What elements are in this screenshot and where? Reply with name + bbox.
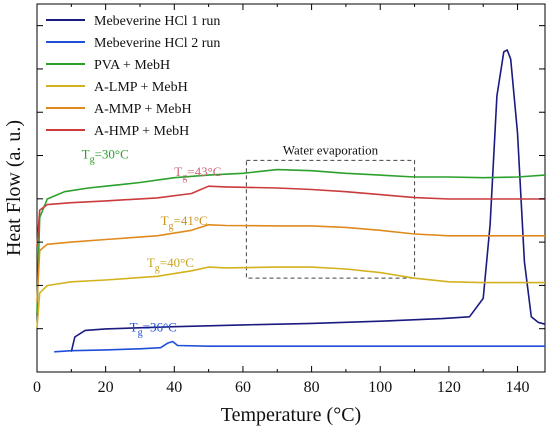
legend-label-4: A-MMP + MebH [94, 102, 192, 117]
x-tick-label-3: 60 [235, 379, 251, 396]
legend-label-1: Mebeverine HCl 2 run [94, 36, 220, 51]
x-tick-label-2: 40 [166, 379, 182, 396]
tg-annotation-0: Tg=30°C [82, 147, 129, 166]
legend-label-3: A-LMP + MebH [94, 80, 188, 95]
x-tick-label-6: 120 [437, 379, 461, 396]
x-tick-label-5: 100 [368, 379, 392, 396]
series-line-3 [36, 266, 545, 328]
plot-area [36, 3, 546, 373]
legend-label-2: PVA + MebH [94, 58, 170, 73]
legend-label-5: A-HMP + MebH [94, 124, 189, 139]
series-line-0 [70, 49, 546, 352]
legend-label-0: Mebeverine HCl 1 run [94, 14, 220, 29]
x-tick-label-4: 80 [304, 379, 320, 396]
tg-annotation-4: Tg=36°C [130, 320, 177, 339]
series-line-5 [36, 185, 545, 247]
x-tick-label-0: 0 [33, 379, 41, 396]
tg-annotation-3: Tg=40°C [147, 255, 194, 274]
water-evaporation-label: Water evaporation [283, 142, 379, 157]
series-line-4 [36, 224, 545, 303]
x-tick-label-7: 140 [506, 379, 530, 396]
y-axis-title: Heat Flow (a. u.) [3, 120, 25, 256]
x-axis-title: Temperature (°C) [221, 404, 361, 426]
series-line-1 [54, 340, 545, 353]
tg-annotation-1: Tg=43°C [174, 164, 221, 183]
series-line-2 [36, 168, 546, 314]
x-tick-label-1: 20 [98, 379, 114, 396]
tg-annotation-2: Tg=41°C [161, 213, 208, 232]
water-evaporation-box [245, 159, 416, 279]
